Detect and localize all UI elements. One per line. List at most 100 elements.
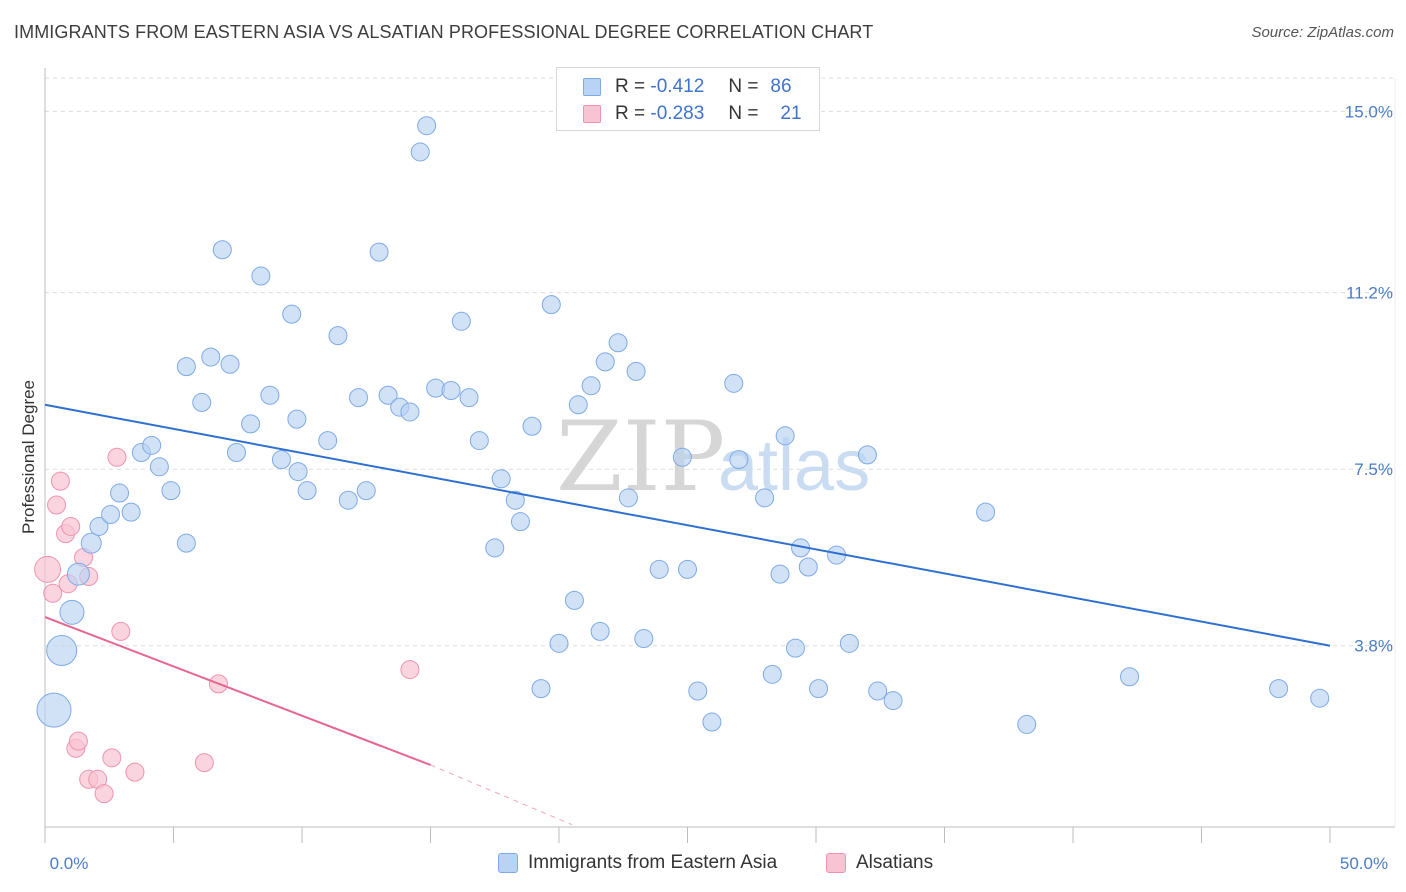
eastern-asia-point bbox=[241, 414, 261, 434]
eastern-asia-point bbox=[356, 481, 376, 501]
eastern-asia-point bbox=[564, 590, 584, 610]
eastern-asia-point bbox=[1017, 714, 1037, 734]
eastern-asia-point bbox=[46, 634, 78, 666]
eastern-asia-point bbox=[595, 352, 615, 372]
eastern-asia-point bbox=[410, 142, 430, 162]
eastern-asia-point bbox=[770, 564, 790, 584]
source-label: Source: ZipAtlas.com bbox=[1251, 24, 1394, 41]
eastern-asia-point bbox=[287, 409, 307, 429]
alsatians-point bbox=[61, 516, 81, 536]
legend-row-alsatians: R = -0.283 N = 21 bbox=[583, 101, 802, 127]
alsatians-point bbox=[400, 660, 420, 680]
legend-n-label: N = bbox=[728, 103, 759, 124]
eastern-asia-point bbox=[857, 445, 877, 465]
eastern-asia-point bbox=[883, 691, 903, 711]
eastern-asia-point bbox=[729, 450, 749, 470]
eastern-asia-point bbox=[282, 304, 302, 324]
eastern-asia-point bbox=[672, 447, 692, 467]
y-tick-label: 15.0% bbox=[1345, 102, 1393, 121]
eastern-asia-points bbox=[36, 116, 1330, 734]
alsatians-point bbox=[94, 784, 114, 804]
eastern-asia-point bbox=[201, 347, 221, 367]
legend-row-eastern-asia: R = -0.412 N = 86 bbox=[583, 74, 792, 100]
alsatians-point bbox=[47, 495, 67, 515]
eastern-asia-point bbox=[149, 457, 169, 477]
eastern-asia-point bbox=[839, 633, 859, 653]
eastern-asia-point bbox=[541, 295, 561, 315]
legend-r-label: R = bbox=[615, 76, 646, 97]
eastern-asia-point bbox=[142, 435, 162, 455]
eastern-asia-point bbox=[469, 431, 489, 451]
eastern-asia-point bbox=[724, 373, 744, 393]
eastern-asia-point bbox=[1269, 679, 1289, 699]
eastern-asia-point bbox=[121, 502, 141, 522]
eastern-asia-point bbox=[976, 502, 996, 522]
alsatians-point bbox=[102, 748, 122, 768]
eastern-asia-point bbox=[485, 538, 505, 558]
legend-n-label: N = bbox=[728, 76, 759, 97]
eastern-asia-point bbox=[338, 490, 358, 510]
eastern-asia-point bbox=[755, 488, 775, 508]
eastern-asia-point bbox=[417, 116, 437, 136]
legend-r-label: R = bbox=[615, 103, 646, 124]
alsatians-point bbox=[107, 447, 127, 467]
eastern-asia-point bbox=[1120, 667, 1140, 687]
correlation-legend: R = -0.412 N = 86 R = -0.283 N = 21 bbox=[556, 67, 820, 131]
alsatians-point bbox=[50, 471, 70, 491]
eastern-asia-trend-line bbox=[44, 403, 1331, 647]
eastern-asia-point bbox=[101, 505, 121, 525]
eastern-asia-point bbox=[161, 481, 181, 501]
eastern-asia-point bbox=[297, 481, 317, 501]
eastern-asia-point bbox=[369, 242, 389, 262]
eastern-asia-point bbox=[459, 388, 479, 408]
eastern-asia-point bbox=[226, 443, 246, 462]
alsatians-trend-line bbox=[44, 616, 431, 766]
eastern-asia-point bbox=[590, 621, 610, 641]
eastern-asia-point bbox=[260, 385, 280, 405]
eastern-asia-point bbox=[451, 311, 471, 331]
watermark: ZIP atlas bbox=[556, 401, 870, 513]
eastern-asia-point bbox=[66, 562, 90, 586]
eastern-asia-point bbox=[59, 599, 85, 625]
chart-title: IMMIGRANTS FROM EASTERN ASIA VS ALSATIAN… bbox=[14, 22, 874, 42]
eastern-asia-point bbox=[176, 533, 196, 553]
eastern-asia-point bbox=[798, 557, 818, 577]
legend-item-eastern-asia: Immigrants from Eastern Asia bbox=[498, 852, 777, 874]
trend-lines bbox=[44, 403, 1331, 826]
eastern-asia-point bbox=[626, 361, 646, 381]
eastern-asia-point bbox=[510, 512, 530, 532]
eastern-asia-point bbox=[634, 629, 654, 649]
eastern-asia-point bbox=[271, 450, 291, 470]
eastern-asia-point bbox=[80, 532, 102, 554]
legend-swatch-blue bbox=[498, 853, 518, 873]
eastern-asia-point bbox=[531, 679, 551, 699]
alsatians-trend-extension bbox=[430, 764, 573, 826]
legend-n-value: 86 bbox=[770, 76, 792, 97]
eastern-asia-point bbox=[608, 333, 628, 353]
alsatians-point bbox=[68, 731, 88, 751]
eastern-asia-point bbox=[441, 380, 461, 400]
legend-label-alsatians: Alsatians bbox=[856, 852, 934, 873]
eastern-asia-point bbox=[1310, 688, 1330, 708]
eastern-asia-point bbox=[400, 402, 420, 422]
alsatians-point bbox=[111, 621, 131, 641]
eastern-asia-point bbox=[762, 664, 782, 684]
eastern-asia-point bbox=[220, 354, 240, 374]
watermark-zip: ZIP bbox=[556, 401, 725, 513]
eastern-asia-point bbox=[775, 426, 795, 446]
eastern-asia-point bbox=[618, 488, 638, 508]
eastern-asia-point bbox=[251, 266, 271, 286]
legend-item-alsatians: Alsatians bbox=[826, 852, 933, 874]
eastern-asia-point bbox=[288, 462, 308, 482]
eastern-asia-point bbox=[568, 395, 588, 415]
eastern-asia-point bbox=[378, 385, 398, 405]
eastern-asia-point bbox=[522, 416, 542, 436]
eastern-asia-point bbox=[212, 240, 232, 260]
eastern-asia-point bbox=[549, 633, 569, 653]
legend-swatch-blue bbox=[583, 78, 601, 96]
eastern-asia-point bbox=[505, 490, 525, 510]
eastern-asia-point bbox=[328, 326, 348, 346]
alsatians-points bbox=[34, 447, 420, 804]
eastern-asia-point bbox=[491, 469, 511, 489]
